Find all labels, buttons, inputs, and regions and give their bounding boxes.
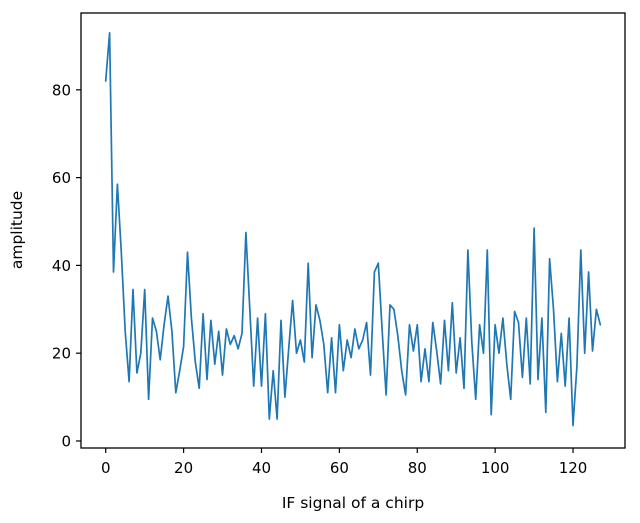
x-tick-label: 0 [101, 459, 111, 477]
y-tick-label: 0 [61, 432, 71, 450]
plot-area-border [80, 12, 626, 449]
y-axis-label: amplitude [8, 191, 26, 269]
y-axis-ticks: 0 20 40 60 80 [52, 81, 81, 450]
x-tick-label: 20 [174, 459, 193, 477]
x-axis-ticks: 0 20 40 60 80 100 120 [101, 448, 587, 477]
x-tick-label: 120 [559, 459, 588, 477]
x-axis-label: IF signal of a chirp [282, 494, 424, 512]
y-tick-label: 80 [52, 81, 71, 99]
x-tick-label: 40 [252, 459, 271, 477]
x-tick-label: 100 [481, 459, 510, 477]
y-tick-label: 20 [52, 345, 71, 363]
y-tick-label: 40 [52, 257, 71, 275]
y-tick-label: 60 [52, 169, 71, 187]
x-tick-label: 60 [330, 459, 349, 477]
signal-line [104, 31, 602, 427]
x-tick-label: 80 [408, 459, 427, 477]
